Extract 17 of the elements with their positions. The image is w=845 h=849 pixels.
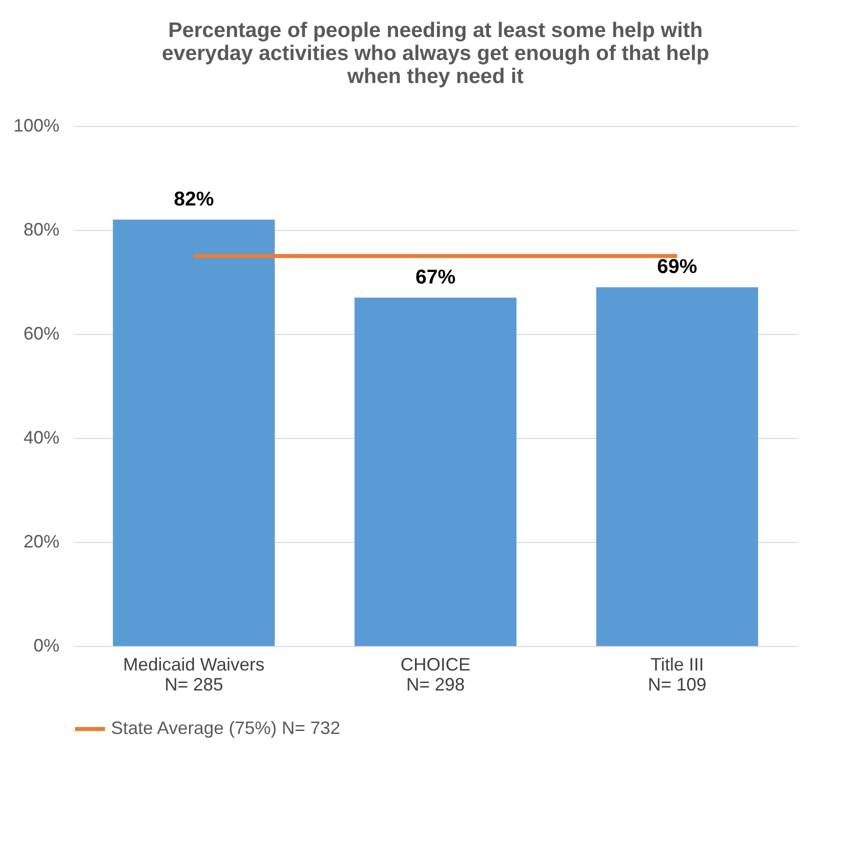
y-tick-label: 20%	[23, 532, 60, 552]
bar	[596, 287, 758, 646]
y-tick-label: 100%	[13, 116, 60, 136]
data-label: 67%	[415, 266, 456, 289]
x-tick-label: CHOICE N= 298	[400, 654, 471, 694]
bar	[112, 220, 275, 646]
x-tick-label: Title III N= 109	[648, 654, 706, 694]
y-tick-label: 40%	[23, 428, 60, 448]
chart-title: Percentage of people needing at least some help with everyday activities who always get enough of that help when they need it	[162, 19, 710, 88]
bar	[354, 298, 516, 646]
x-tick-label: Medicaid Waivers N= 285	[123, 654, 265, 694]
y-tick-label: 60%	[23, 324, 60, 344]
y-tick-label: 80%	[23, 220, 60, 240]
y-tick-label: 0%	[33, 636, 60, 656]
data-label: 69%	[657, 256, 698, 278]
legend-label: State Average (75%) N= 732	[111, 718, 340, 738]
data-label: 82%	[174, 188, 214, 211]
